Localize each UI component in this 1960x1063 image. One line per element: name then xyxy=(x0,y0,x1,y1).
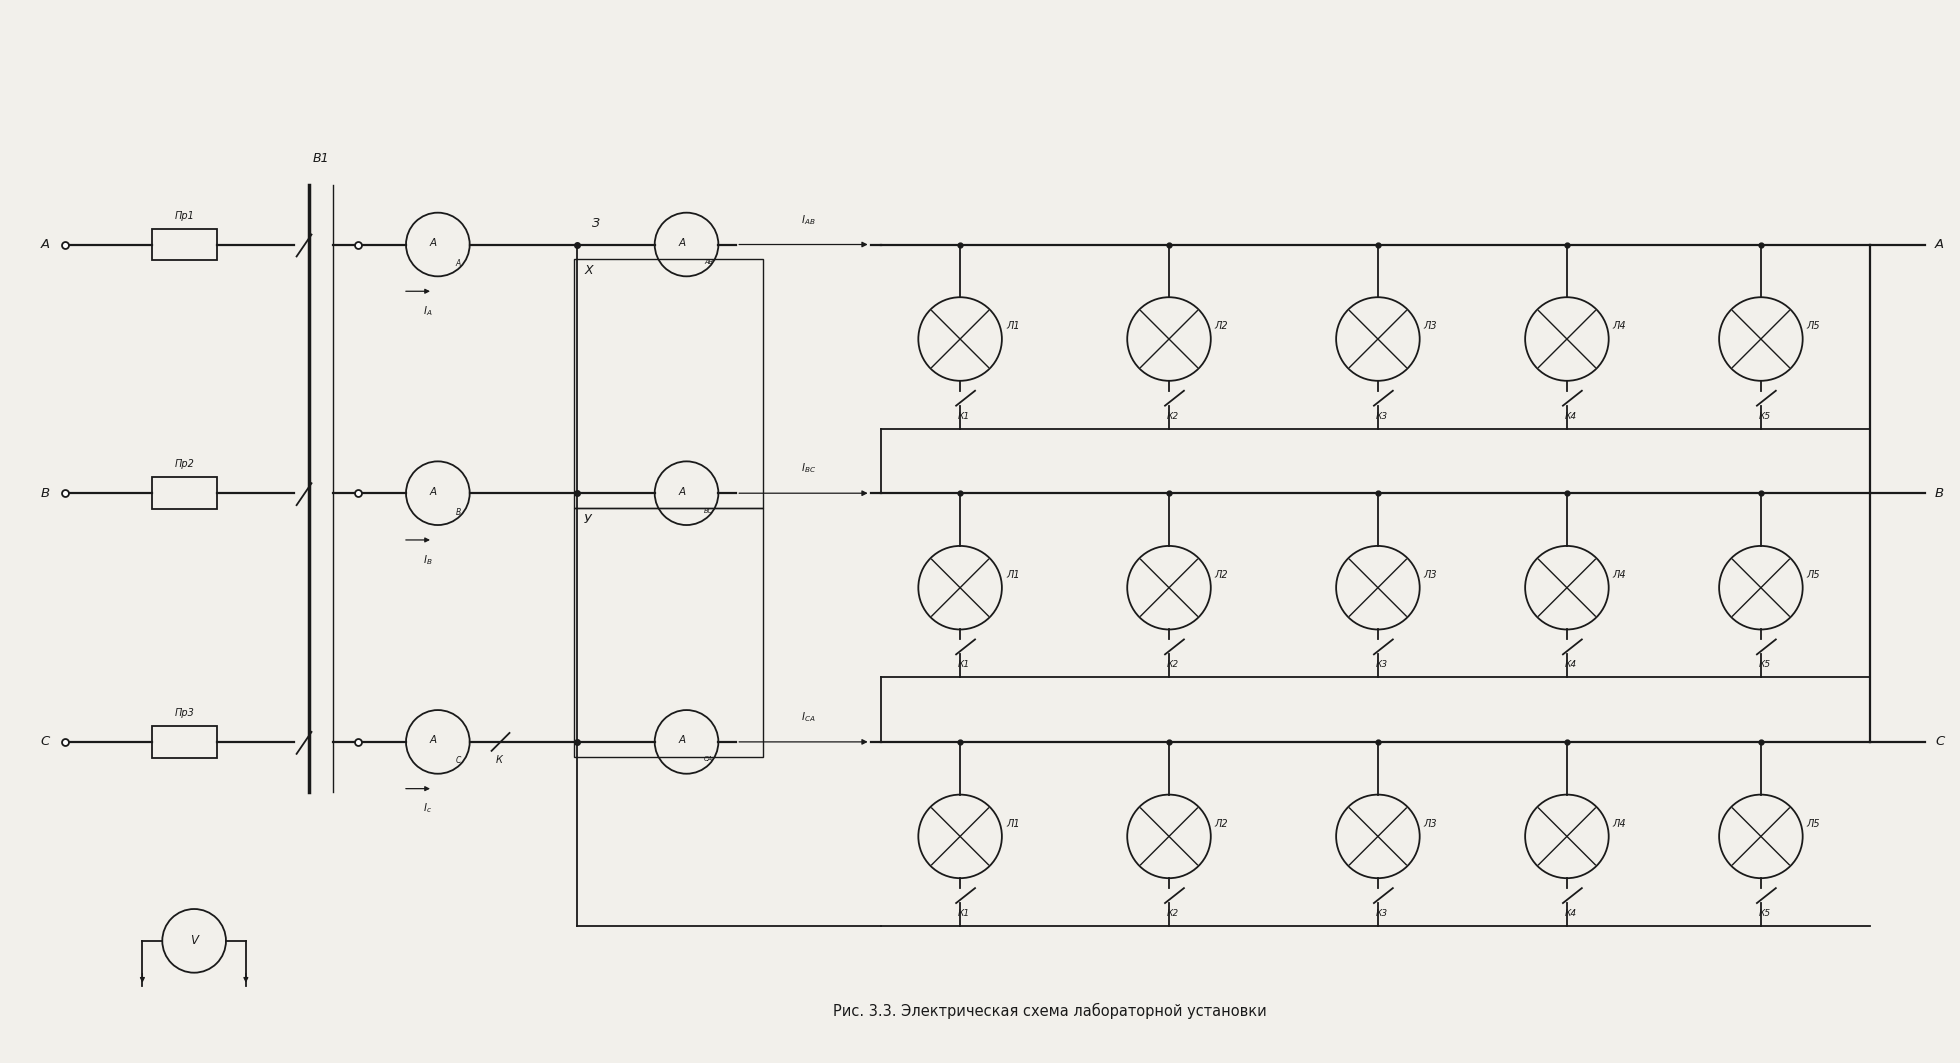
Text: B: B xyxy=(41,487,49,500)
Bar xyxy=(151,229,216,260)
Bar xyxy=(151,726,216,758)
Text: Л4: Л4 xyxy=(1613,570,1627,580)
Text: Л1: Л1 xyxy=(1005,570,1019,580)
Text: CA: CA xyxy=(704,756,713,762)
Text: Рис. 3.3. Электрическая схема лабораторной установки: Рис. 3.3. Электрическая схема лабораторн… xyxy=(833,1002,1266,1018)
Text: К2: К2 xyxy=(1166,909,1180,918)
Text: $I_{CA}$: $I_{CA}$ xyxy=(802,710,815,724)
Text: $I_c$: $I_c$ xyxy=(423,802,433,815)
Bar xyxy=(574,508,762,757)
Text: A: A xyxy=(1935,238,1944,251)
Text: Пр1: Пр1 xyxy=(174,210,194,221)
Text: К5: К5 xyxy=(1758,411,1772,421)
Text: BC: BC xyxy=(704,507,713,513)
Text: Л2: Л2 xyxy=(1215,570,1229,580)
Text: A: A xyxy=(429,487,437,496)
Text: C: C xyxy=(1935,736,1944,748)
Text: К3: К3 xyxy=(1376,909,1388,918)
Text: Л5: Л5 xyxy=(1807,570,1821,580)
Text: B: B xyxy=(1935,487,1944,500)
Text: A: A xyxy=(678,238,686,248)
Text: Л4: Л4 xyxy=(1613,819,1627,829)
Text: У: У xyxy=(584,513,592,526)
Text: Л1: Л1 xyxy=(1005,321,1019,332)
Text: A: A xyxy=(678,487,686,496)
Text: К1: К1 xyxy=(958,411,970,421)
Text: К4: К4 xyxy=(1564,660,1578,670)
Text: Л2: Л2 xyxy=(1215,819,1229,829)
Text: Х: Х xyxy=(584,265,592,277)
Text: A: A xyxy=(429,238,437,248)
Text: $I_A$: $I_A$ xyxy=(423,304,433,318)
Text: Л3: Л3 xyxy=(1423,570,1437,580)
Text: Л4: Л4 xyxy=(1613,321,1627,332)
Text: З: З xyxy=(592,217,600,230)
Text: К4: К4 xyxy=(1564,411,1578,421)
Text: К: К xyxy=(496,755,504,764)
Text: Л3: Л3 xyxy=(1423,321,1437,332)
Text: Л2: Л2 xyxy=(1215,321,1229,332)
Text: К3: К3 xyxy=(1376,660,1388,670)
Text: Л5: Л5 xyxy=(1807,321,1821,332)
Text: К1: К1 xyxy=(958,660,970,670)
Text: A: A xyxy=(455,258,461,268)
Text: Л1: Л1 xyxy=(1005,819,1019,829)
Text: V: V xyxy=(190,934,198,947)
Text: К5: К5 xyxy=(1758,660,1772,670)
Bar xyxy=(151,477,216,509)
Text: Л5: Л5 xyxy=(1807,819,1821,829)
Text: C: C xyxy=(41,736,49,748)
Text: $I_{AB}$: $I_{AB}$ xyxy=(802,213,815,226)
Text: К1: К1 xyxy=(958,909,970,918)
Text: К5: К5 xyxy=(1758,909,1772,918)
Bar xyxy=(574,259,762,508)
Text: AB: AB xyxy=(704,258,713,265)
Text: B: B xyxy=(455,507,461,517)
Text: К2: К2 xyxy=(1166,660,1180,670)
Text: A: A xyxy=(678,736,686,745)
Text: Пр3: Пр3 xyxy=(174,708,194,718)
Text: $I_{BC}$: $I_{BC}$ xyxy=(802,461,815,475)
Text: A: A xyxy=(429,736,437,745)
Text: К2: К2 xyxy=(1166,411,1180,421)
Text: В1: В1 xyxy=(314,152,329,165)
Text: Л3: Л3 xyxy=(1423,819,1437,829)
Text: A: A xyxy=(41,238,49,251)
Text: $I_B$: $I_B$ xyxy=(423,553,433,567)
Text: C: C xyxy=(455,756,461,765)
Text: Пр2: Пр2 xyxy=(174,459,194,470)
Text: К4: К4 xyxy=(1564,909,1578,918)
Text: К3: К3 xyxy=(1376,411,1388,421)
